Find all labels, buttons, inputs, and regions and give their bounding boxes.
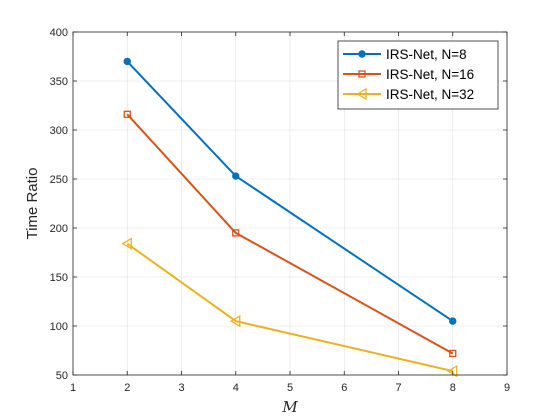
y-tick-label: 150 — [50, 272, 68, 284]
x-tick-label: 4 — [233, 382, 239, 394]
x-tick-label: 7 — [395, 382, 401, 394]
legend-label: IRS-Net, N=16 — [386, 67, 474, 82]
y-tick-label: 250 — [50, 174, 68, 186]
data-point — [232, 229, 240, 237]
x-tick-label: 1 — [70, 382, 76, 394]
x-tick-label: 9 — [504, 382, 510, 394]
legend-label: IRS-Net, N=8 — [386, 47, 467, 62]
x-tick-label: 3 — [178, 382, 184, 394]
legend-item: IRS-Net, N=32 — [343, 87, 474, 102]
axis-ticks: 1 2 3 4 5 6 7 8 9 50 100 150 200 250 300 350 400 — [50, 27, 510, 394]
legend-item: IRS-Net, N=8 — [343, 47, 467, 62]
series-line — [126, 113, 454, 355]
x-tick-label: 5 — [287, 382, 293, 394]
data-point — [123, 110, 131, 118]
y-axis-title: Time Ratio — [24, 168, 41, 240]
legend-label: IRS-Net, N=32 — [386, 87, 474, 102]
data-point — [229, 314, 241, 328]
y-tick-label: 350 — [50, 76, 68, 88]
data-point — [449, 349, 457, 358]
legend-marker — [358, 50, 366, 58]
y-tick-label: 50 — [56, 370, 68, 382]
data-point — [123, 57, 131, 66]
data-point — [449, 317, 457, 325]
y-tick-label: 100 — [50, 321, 68, 333]
legend-item: IRS-Net, N=16 — [343, 67, 474, 82]
y-tick-label: 200 — [50, 223, 68, 235]
x-tick-label: 8 — [450, 382, 456, 394]
x-tick-label: 2 — [124, 382, 130, 394]
series-1 — [123, 57, 457, 325]
data-point — [232, 172, 240, 180]
data-point — [121, 237, 132, 250]
series-2 — [123, 110, 457, 358]
y-tick-label: 300 — [50, 125, 68, 137]
legend: IRS-Net, N=8 IRS-Net, N=16 IRS-Net, N=32 — [337, 40, 499, 110]
x-axis-title: M — [281, 398, 298, 416]
legend-marker — [356, 87, 367, 101]
series-line — [126, 242, 453, 373]
legend-marker — [358, 70, 366, 78]
y-tick-label: 400 — [50, 27, 68, 39]
x-tick-label: 6 — [341, 382, 347, 394]
